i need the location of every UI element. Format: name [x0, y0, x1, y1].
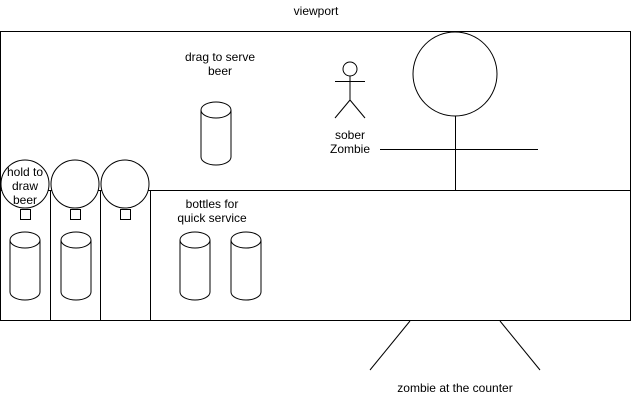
tap-nozzle-2	[70, 209, 81, 220]
sober-zombie-figure	[334, 61, 366, 119]
tap-handle-2[interactable]	[50, 159, 100, 209]
tap-handle-3[interactable]	[100, 159, 150, 209]
tap-glass-1	[9, 231, 41, 301]
hold-to-draw-label: hold to draw beer	[0, 165, 50, 207]
tap-nozzle-1	[20, 209, 31, 220]
sober-zombie-left-leg	[334, 99, 351, 119]
sober-zombie-label: sober Zombie	[320, 128, 380, 156]
bottle-1[interactable]	[179, 231, 211, 301]
hold-to-draw-line-2: draw	[11, 179, 38, 193]
bottle-2[interactable]	[230, 231, 262, 301]
tap-glass-2	[60, 231, 92, 301]
hold-to-draw-line-3: beer	[12, 193, 38, 207]
counter-zombie-right-leg	[499, 320, 541, 371]
sober-zombie-line-1: sober	[334, 128, 366, 142]
drag-to-serve-line-1: drag to serve	[184, 50, 256, 64]
counter-zombie-left-leg	[369, 320, 411, 371]
tap-handle-1[interactable]	[0, 159, 50, 209]
viewport-label: viewport	[293, 4, 339, 18]
drag-beer-cylinder[interactable]	[200, 101, 232, 166]
sober-zombie-head	[342, 61, 358, 77]
drag-to-serve-line-2: beer	[207, 64, 233, 78]
bottles-label: bottles for quick service	[162, 197, 262, 225]
counter-zombie-head	[412, 31, 498, 117]
zombie-counter-label: zombie at the counter	[397, 381, 513, 395]
sober-zombie-line-2: Zombie	[329, 142, 370, 156]
tap-nozzle-3	[120, 209, 131, 220]
sober-zombie-right-leg	[349, 99, 366, 119]
hold-to-draw-line-1: hold to	[6, 165, 44, 179]
drag-to-serve-label: drag to serve beer	[170, 50, 270, 78]
bottles-line-2: quick service	[177, 211, 247, 225]
bottles-line-1: bottles for	[185, 197, 239, 211]
